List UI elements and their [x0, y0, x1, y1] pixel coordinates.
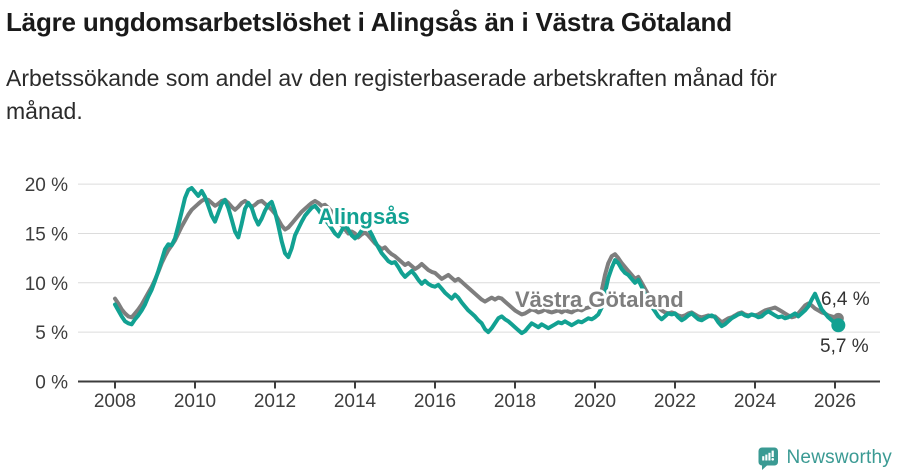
newsworthy-logo-icon	[756, 446, 780, 470]
x-tick-label: 2012	[254, 391, 296, 412]
y-tick-label: 5 %	[35, 323, 68, 344]
y-tick-label: 10 %	[25, 274, 68, 295]
series-line-v-stra-g-taland	[113, 196, 841, 325]
x-tick-label: 2008	[94, 391, 136, 412]
end-value-label: 6,4 %	[821, 289, 870, 310]
series-label: Alingsås	[318, 204, 410, 229]
x-tick-label: 2024	[734, 391, 777, 412]
y-tick-label: 0 %	[35, 373, 68, 394]
x-tick-label: 2020	[574, 391, 616, 412]
series-line-alings-s	[113, 186, 841, 336]
page-title: Lägre ungdomsarbetslöshet i Alingsås än …	[6, 7, 732, 37]
y-tick-label: 20 %	[25, 175, 68, 196]
newsworthy-brand[interactable]: Newsworthy	[756, 446, 892, 470]
x-tick-label: 2026	[814, 391, 856, 412]
y-tick-label: 15 %	[25, 224, 68, 245]
newsworthy-brand-text: Newsworthy	[786, 447, 892, 468]
x-tick-label: 2022	[654, 391, 696, 412]
chart-subtitle: Arbetssökande som andel av den registerb…	[6, 65, 777, 124]
end-value-label: 5,7 %	[820, 336, 869, 357]
x-tick-label: 2016	[414, 391, 456, 412]
series-label: Västra Götaland	[515, 287, 684, 312]
x-tick-label: 2010	[174, 391, 216, 412]
x-tick-label: 2014	[334, 391, 377, 412]
series-end-dot-alings-s	[831, 318, 846, 333]
x-tick-label: 2018	[494, 391, 536, 412]
